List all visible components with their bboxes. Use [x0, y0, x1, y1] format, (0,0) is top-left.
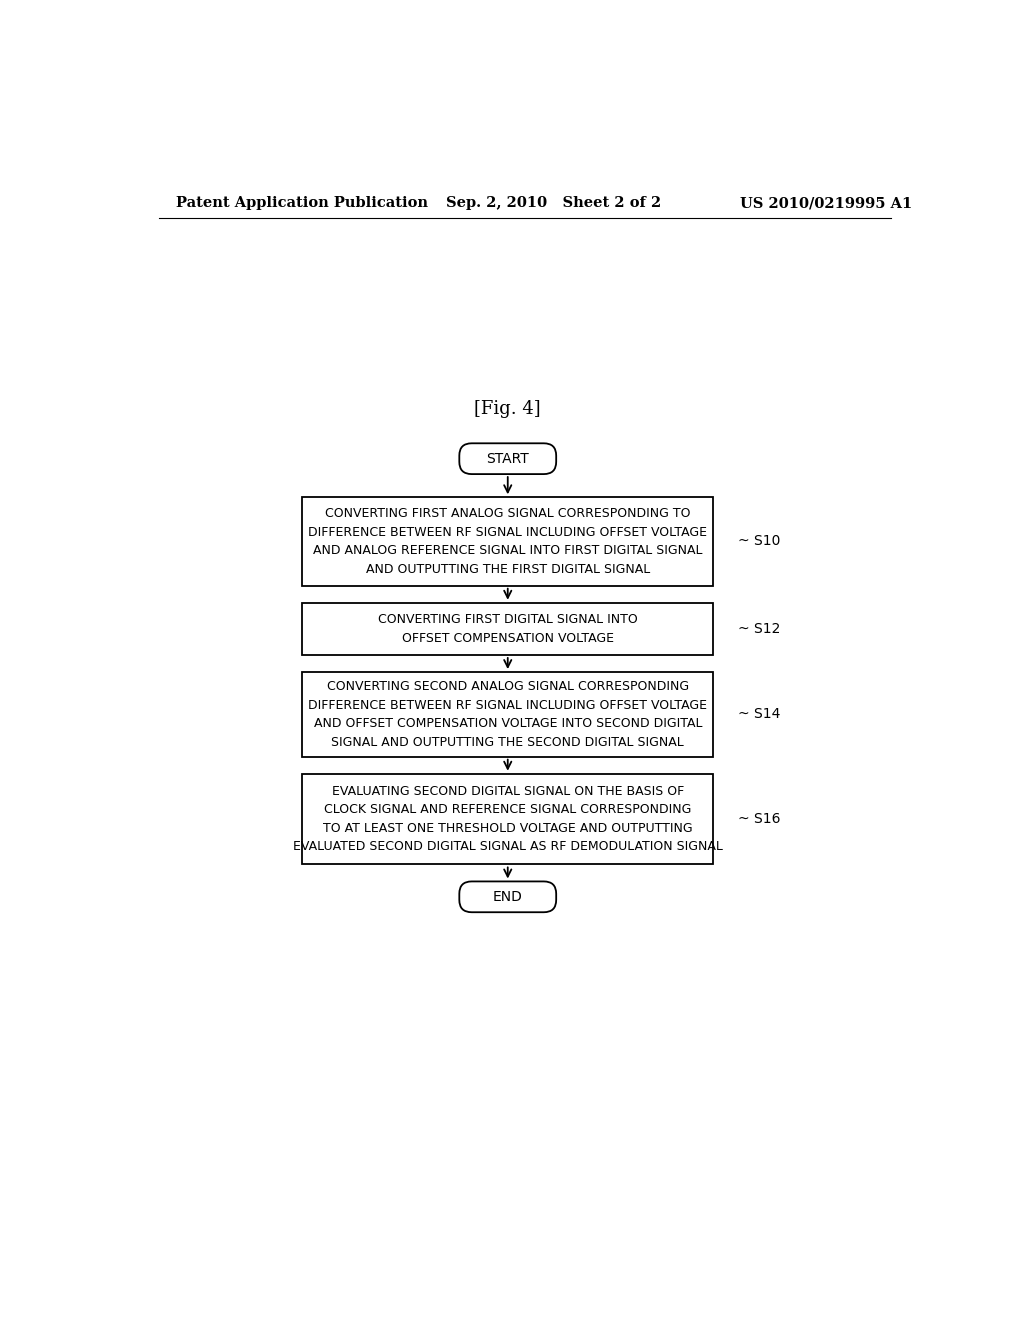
FancyBboxPatch shape: [460, 444, 556, 474]
Text: CONVERTING FIRST DIGITAL SIGNAL INTO
OFFSET COMPENSATION VOLTAGE: CONVERTING FIRST DIGITAL SIGNAL INTO OFF…: [378, 612, 638, 644]
Text: CONVERTING FIRST ANALOG SIGNAL CORRESPONDING TO
DIFFERENCE BETWEEN RF SIGNAL INC: CONVERTING FIRST ANALOG SIGNAL CORRESPON…: [308, 507, 708, 576]
Text: US 2010/0219995 A1: US 2010/0219995 A1: [740, 197, 912, 210]
Text: END: END: [493, 890, 522, 904]
FancyBboxPatch shape: [460, 882, 556, 912]
FancyBboxPatch shape: [302, 603, 713, 655]
Text: ~ S14: ~ S14: [738, 708, 780, 721]
FancyBboxPatch shape: [302, 498, 713, 586]
Text: EVALUATING SECOND DIGITAL SIGNAL ON THE BASIS OF
CLOCK SIGNAL AND REFERENCE SIGN: EVALUATING SECOND DIGITAL SIGNAL ON THE …: [293, 785, 723, 853]
Text: Sep. 2, 2010   Sheet 2 of 2: Sep. 2, 2010 Sheet 2 of 2: [445, 197, 662, 210]
Text: CONVERTING SECOND ANALOG SIGNAL CORRESPONDING
DIFFERENCE BETWEEN RF SIGNAL INCLU: CONVERTING SECOND ANALOG SIGNAL CORRESPO…: [308, 680, 708, 748]
Text: Patent Application Publication: Patent Application Publication: [176, 197, 428, 210]
FancyBboxPatch shape: [302, 774, 713, 865]
Text: START: START: [486, 451, 529, 466]
Text: [Fig. 4]: [Fig. 4]: [474, 400, 541, 417]
Text: ~ S10: ~ S10: [738, 535, 780, 549]
Text: ~ S16: ~ S16: [738, 812, 780, 826]
Text: ~ S12: ~ S12: [738, 622, 780, 636]
FancyBboxPatch shape: [302, 672, 713, 756]
